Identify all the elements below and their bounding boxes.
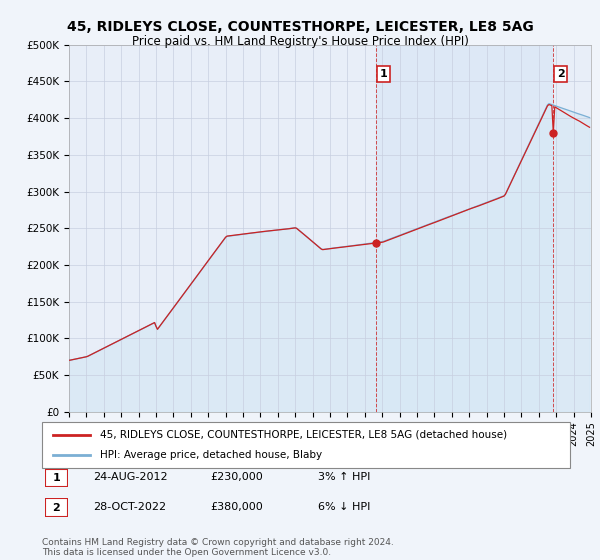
Text: £230,000: £230,000 — [210, 472, 263, 482]
Text: 6% ↓ HPI: 6% ↓ HPI — [318, 502, 370, 512]
Text: 24-AUG-2012: 24-AUG-2012 — [93, 472, 167, 482]
Text: Contains HM Land Registry data © Crown copyright and database right 2024.
This d: Contains HM Land Registry data © Crown c… — [42, 538, 394, 557]
Text: HPI: Average price, detached house, Blaby: HPI: Average price, detached house, Blab… — [100, 450, 322, 460]
Text: 1: 1 — [380, 69, 388, 79]
Text: 45, RIDLEYS CLOSE, COUNTESTHORPE, LEICESTER, LE8 5AG (detached house): 45, RIDLEYS CLOSE, COUNTESTHORPE, LEICES… — [100, 430, 507, 440]
FancyBboxPatch shape — [45, 498, 68, 517]
Text: £380,000: £380,000 — [210, 502, 263, 512]
Text: Price paid vs. HM Land Registry's House Price Index (HPI): Price paid vs. HM Land Registry's House … — [131, 35, 469, 48]
Text: 2: 2 — [53, 503, 60, 512]
Text: 1: 1 — [53, 473, 60, 483]
Text: 28-OCT-2022: 28-OCT-2022 — [93, 502, 166, 512]
FancyBboxPatch shape — [42, 422, 570, 468]
Text: 3% ↑ HPI: 3% ↑ HPI — [318, 472, 370, 482]
Text: 2: 2 — [557, 69, 565, 79]
Text: 45, RIDLEYS CLOSE, COUNTESTHORPE, LEICESTER, LE8 5AG: 45, RIDLEYS CLOSE, COUNTESTHORPE, LEICES… — [67, 20, 533, 34]
FancyBboxPatch shape — [45, 469, 68, 487]
